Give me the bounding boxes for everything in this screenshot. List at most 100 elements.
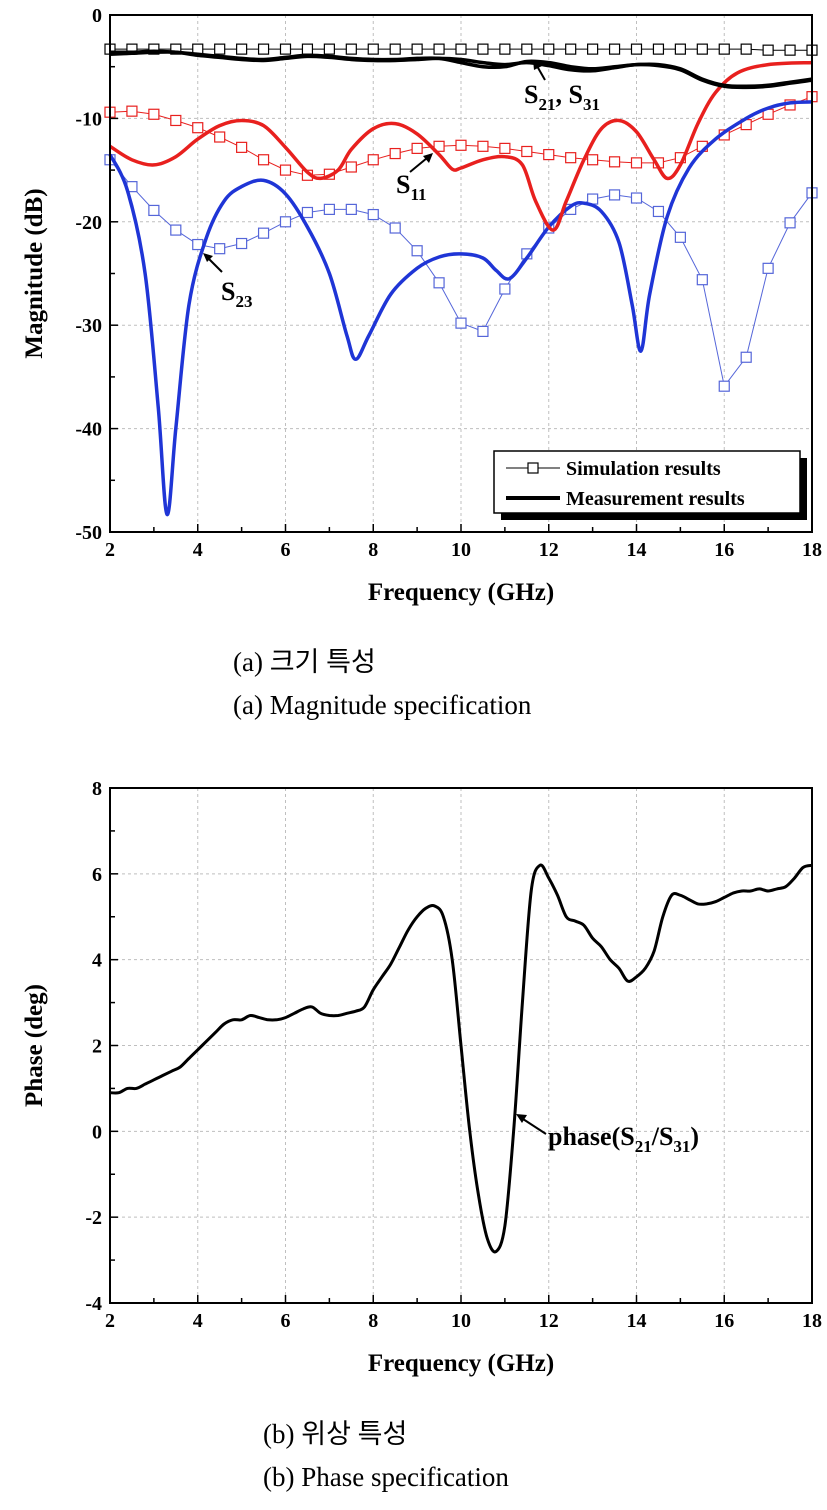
series-sim-s11-marker-12	[367, 154, 379, 166]
series-sim-s21-marker-16	[455, 43, 467, 55]
phase-x-tick-label-6: 14	[627, 1310, 647, 1332]
svg-text:S23: S23	[221, 277, 252, 311]
phase-x-tick-label-2: 6	[281, 1310, 291, 1332]
svg-text:phase(S21/S31): phase(S21/S31)	[548, 1122, 699, 1156]
series-sim-s21-marker-22	[587, 43, 599, 55]
series-sim-s23-marker-8	[279, 216, 292, 228]
phase-x-tick-label-4: 10	[451, 1310, 471, 1332]
series-sim-s21-marker-5	[214, 43, 226, 55]
annotation-s11: S11	[396, 153, 433, 204]
series-sim-s11-marker-22	[587, 154, 599, 166]
legend-box	[493, 450, 801, 514]
series-sim-s11-marker-19	[521, 145, 533, 158]
magnitude-y-tick-label-3: -30	[75, 315, 102, 337]
annotation-phase-separator: /	[651, 1122, 660, 1151]
series-sim-s23-marker-28	[718, 380, 730, 392]
series-sim-s23-marker-9	[301, 206, 314, 219]
legend-sim-label: Simulation results	[566, 458, 721, 480]
annotation-phase-s21-base: S	[620, 1122, 634, 1151]
series-sim-s21-marker-27	[696, 43, 708, 55]
phase-x-tick-label-7: 16	[714, 1310, 734, 1332]
magnitude-gridlines	[110, 15, 812, 532]
series-sim-s21-marker-11	[345, 43, 357, 55]
series-sim-s23-marker-29	[740, 351, 752, 363]
series-meas-s23-curve	[108, 100, 813, 517]
series-sim-s23-marker-10	[323, 203, 335, 215]
annotation-s21-s31: S21, S31	[524, 60, 600, 114]
magnitude-y-tick-label-5: -50	[75, 522, 102, 544]
series-sim-s11-marker-14	[411, 142, 423, 154]
series-sim-s11-marker-2	[148, 108, 160, 120]
series-sim-s23-marker-17	[477, 325, 489, 338]
series-sim-s23-marker-25	[652, 205, 665, 218]
series-meas-s21-curve	[109, 50, 813, 90]
series-sim-s11-marker-1	[126, 105, 138, 117]
series-sim-s21-marker-18	[499, 43, 511, 55]
series-sim-s23-marker-15	[433, 277, 445, 289]
series-meas-s11-curve	[109, 60, 813, 232]
series-sim-s11-marker-7	[257, 154, 270, 166]
caption-b-korean: (b) 위상 특성	[263, 1419, 408, 1449]
annotation-phase-s31-subscript: 31	[673, 1137, 690, 1156]
series-sim-s21-marker-23	[608, 43, 621, 55]
phase-x-tick-label-8: 18	[802, 1310, 822, 1332]
series-sim-s23-marker-31	[784, 217, 796, 229]
magnitude-x-tick-label-1: 4	[193, 539, 203, 561]
magnitude-x-axis-title: Frequency (GHz)	[368, 579, 554, 606]
series-sim-s21-marker-29	[740, 43, 752, 55]
phase-x-tick-label-1: 4	[193, 1310, 203, 1332]
series-sim-s21-marker-12	[367, 43, 379, 55]
caption-a-english: (a) Magnitude specification	[233, 690, 532, 720]
series-sim-s11-marker-23	[608, 156, 621, 168]
magnitude-y-tick-label-4: -40	[75, 419, 102, 441]
series-sim-s11-marker-17	[477, 140, 489, 152]
series-sim-s21-marker-10	[323, 43, 335, 55]
series-sim-s11-marker-11	[345, 161, 357, 173]
series-sim-s23-marker-13	[389, 222, 401, 234]
series-sim-s23-marker-24	[630, 192, 643, 204]
series-sim-s23-marker-23	[608, 189, 621, 201]
series-sim-s21-marker-19	[521, 43, 533, 55]
series-sim-s23-marker-2	[148, 204, 160, 217]
series-sim-s11-marker-4	[192, 122, 204, 134]
series-sim-s23-marker-14	[411, 245, 423, 257]
series-sim-s23-marker-5	[214, 243, 226, 255]
magnitude-y-tick-label-2: -20	[75, 212, 102, 234]
phase-y-axis-title: Phase (deg)	[21, 984, 48, 1107]
series-sim-s21-marker-25	[652, 43, 665, 55]
series-sim-s21-marker-28	[718, 43, 730, 55]
series-sim-s11-marker-16	[455, 139, 467, 151]
phase-x-tick-label-5: 12	[539, 1310, 559, 1332]
series-sim-s11-marker-24	[630, 157, 643, 169]
series-sim-s23-marker-12	[367, 208, 379, 221]
series-sim-s21-marker-30	[762, 44, 774, 56]
svg-text:S11: S11	[396, 170, 427, 204]
annotation-s21-arrowhead	[533, 60, 542, 70]
phase-y-tick-label-0: 8	[92, 778, 102, 800]
magnitude-x-tick-label-3: 8	[368, 539, 378, 561]
annotation-phase-arrowhead	[516, 1114, 527, 1123]
annotation-s21-base: S	[524, 80, 538, 109]
magnitude-x-tick-label-4: 10	[451, 539, 471, 561]
annotation-s11-arrow	[409, 157, 428, 173]
annotation-s23: S23	[203, 253, 252, 311]
phase-x-axis-title: Frequency (GHz)	[368, 1350, 554, 1377]
magnitude-x-tick-label-2: 6	[281, 539, 291, 561]
caption-b-english: (b) Phase specification	[263, 1462, 509, 1492]
phase-x-tick-label-3: 8	[368, 1310, 378, 1332]
annotation-s23-arrowhead	[203, 253, 213, 262]
series-sim-s23-marker-6	[236, 237, 248, 250]
annotation-s23-base: S	[221, 277, 235, 306]
magnitude-legend: Simulation results Measurement results	[493, 450, 807, 520]
magnitude-chart: 2 4 6 8 10 12 14 16 18 0 -10 -20 -30 -40 -50 Frequency…	[21, 5, 822, 606]
series-sim-s21-marker-14	[411, 43, 423, 55]
annotation-s23-arrow	[208, 258, 223, 273]
series-sim-s21-marker-26	[674, 43, 686, 55]
legend-sim-marker	[527, 462, 539, 474]
annotation-s11-subscript: 11	[410, 185, 426, 204]
annotation-phase: phase(S21/S31)	[516, 1114, 699, 1156]
series-sim-s21-marker-17	[477, 43, 489, 55]
series-sim-s11-marker-6	[236, 141, 248, 153]
series-sim-s21-marker-31	[784, 44, 796, 56]
